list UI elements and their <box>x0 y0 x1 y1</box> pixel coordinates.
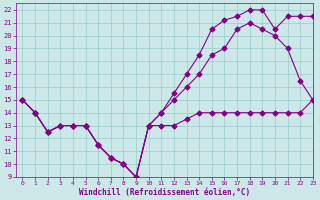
X-axis label: Windchill (Refroidissement éolien,°C): Windchill (Refroidissement éolien,°C) <box>79 188 250 197</box>
